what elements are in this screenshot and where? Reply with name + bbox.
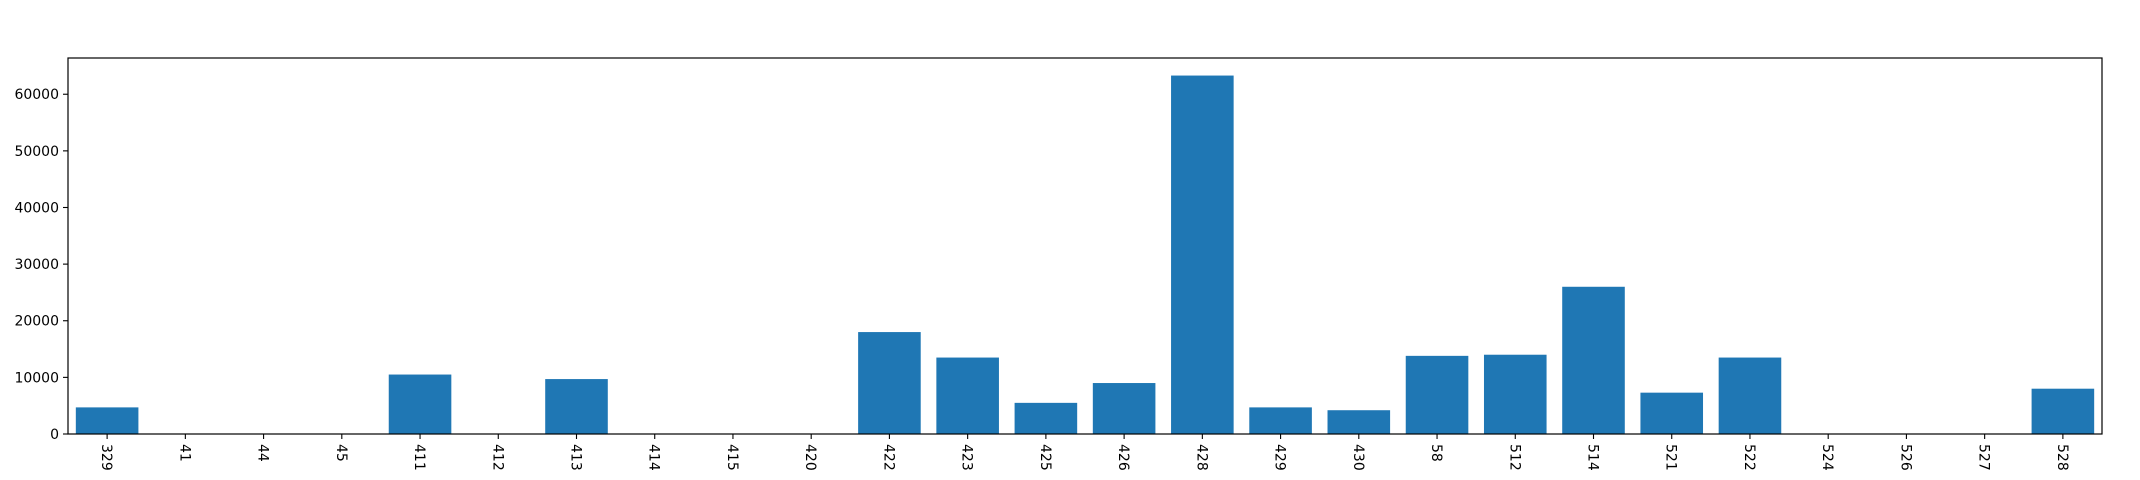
x-tick-label: 527 [1976,444,1992,471]
y-tick-label: 0 [50,427,59,443]
x-tick-label: 422 [880,444,896,471]
y-tick-label: 30000 [14,257,59,273]
x-tick-label: 44 [255,444,271,462]
bars-group [75,75,2095,435]
bar-512 [1483,354,1547,434]
x-tick-label: 413 [568,444,584,471]
y-tick-label: 50000 [14,144,59,160]
bar-430 [1327,410,1391,434]
bar-411 [388,374,452,434]
x-tick-label: 514 [1585,444,1601,471]
x-axis: 329 41 44 45 411 412 413 414 415 420 422 423 425 426 4… [98,434,2070,471]
x-tick-label: 41 [176,444,192,462]
y-axis: 0 10000 20000 30000 40000 50000 60000 [14,87,68,443]
x-tick-label: 428 [1193,444,1209,471]
x-tick-label: 426 [1115,444,1131,471]
bar-426 [1092,383,1156,434]
x-tick-label: 429 [1272,444,1288,471]
x-tick-label: 411 [411,444,427,471]
bar-429 [1249,407,1312,434]
x-tick-label: 528 [2054,444,2070,471]
x-tick-label: 512 [1506,444,1522,471]
bar-428 [1171,75,1234,435]
x-tick-label: 420 [802,444,818,471]
plot-frame [67,57,2103,435]
bar-422 [858,332,921,434]
x-tick-label: 425 [1037,444,1053,471]
x-tick-label: 58 [1428,444,1444,462]
x-tick-label: 415 [724,444,740,471]
x-tick-label: 45 [333,444,349,462]
bar-329 [75,407,139,434]
x-tick-label: 329 [98,444,114,471]
x-tick-label: 526 [1897,444,1913,471]
x-tick-label: 430 [1350,444,1366,471]
bar-521 [1640,392,1704,434]
x-tick-label: 414 [646,444,662,471]
y-tick-label: 20000 [14,314,59,330]
y-tick-label: 40000 [14,200,59,216]
bar-514 [1562,286,1625,434]
bar-528 [2031,388,2095,434]
x-tick-label: 412 [489,444,505,471]
bar-425 [1014,402,1078,434]
x-tick-label: 423 [959,444,975,471]
y-tick-label: 10000 [14,370,59,386]
x-tick-label: 524 [1819,444,1835,471]
x-tick-label: 522 [1741,444,1757,471]
x-tick-label: 521 [1663,444,1679,471]
bar-423 [936,357,999,434]
y-tick-label: 60000 [14,87,59,103]
bar-522 [1718,357,1782,434]
bar-58 [1405,355,1469,434]
bar-413 [545,379,608,434]
